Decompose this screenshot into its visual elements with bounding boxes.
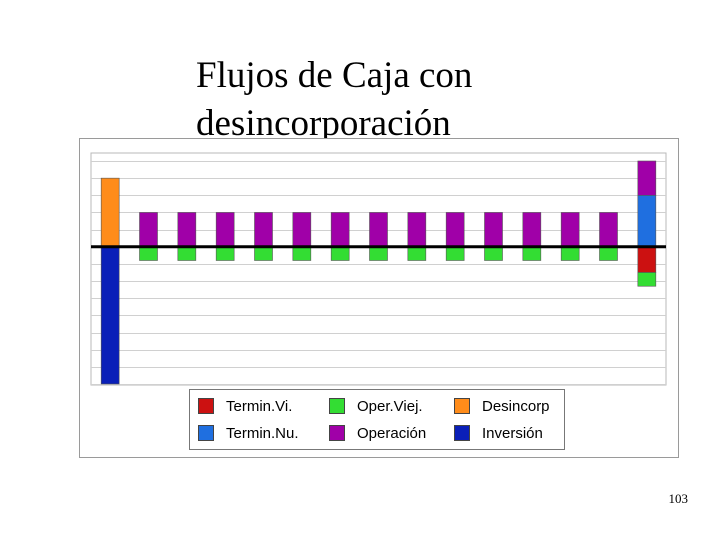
- bar-4-operacin: [254, 212, 273, 248]
- bar-11-operviej: [522, 246, 542, 261]
- bar-6-operacin: [330, 212, 350, 248]
- bar-8-operviej: [407, 246, 427, 261]
- bar-7-operacin: [369, 212, 388, 248]
- legend-label: Oper.Viej.: [357, 398, 423, 415]
- legend-swatch: [329, 398, 345, 414]
- bar-14-operviej: [637, 272, 657, 287]
- page-number: 103: [668, 491, 689, 506]
- bar-14-operacin: [637, 160, 657, 196]
- legend-swatch: [329, 425, 345, 441]
- bar-14-terminnu: [637, 195, 657, 248]
- legend-label: Desincorp: [482, 398, 550, 415]
- bar-1-operviej: [139, 246, 158, 261]
- legend-swatch: [198, 425, 214, 441]
- bar-8-operacin: [407, 212, 427, 248]
- bar-6-operviej: [330, 246, 350, 261]
- bar-4-operviej: [254, 246, 273, 261]
- bar-11-operacin: [522, 212, 542, 248]
- legend-label: Termin.Vi.: [226, 398, 293, 415]
- slide-title: Flujos de Caja con desincorporación: [196, 52, 596, 148]
- bar-5-operviej: [292, 246, 312, 261]
- legend-label: Operación: [357, 425, 427, 442]
- bar-13-operacin: [599, 212, 618, 248]
- bar-14-terminvi: [637, 246, 657, 273]
- bar-13-operviej: [599, 246, 618, 261]
- bar-7-operviej: [369, 246, 388, 261]
- bar-10-operviej: [484, 246, 503, 261]
- bar-10-operacin: [484, 212, 503, 248]
- cash-flow-chart: [90, 152, 667, 386]
- bar-1-operacin: [139, 212, 158, 248]
- bar-12-operacin: [560, 212, 580, 248]
- title-line-2: desincorporación: [196, 103, 451, 144]
- legend-swatch: [454, 398, 470, 414]
- chart-frame: [79, 138, 679, 458]
- title-line-1: Flujos de Caja con: [196, 55, 473, 96]
- legend-swatch: [198, 398, 214, 414]
- bar-2-operacin: [177, 212, 197, 248]
- bar-0-desincorp: [100, 177, 120, 248]
- chart-legend: Termin.Vi. Oper.Viej. Desincorp Termin.Nu. O…: [189, 389, 565, 450]
- legend-label: Termin.Nu.: [226, 425, 299, 442]
- bar-2-operviej: [177, 246, 197, 261]
- legend-label: Inversión: [482, 425, 543, 442]
- bar-3-operviej: [215, 246, 235, 261]
- bar-0-inversin: [100, 246, 120, 385]
- bar-9-operviej: [445, 246, 465, 261]
- bar-9-operacin: [445, 212, 465, 248]
- legend-swatch: [454, 425, 470, 441]
- bar-5-operacin: [292, 212, 312, 248]
- bar-3-operacin: [215, 212, 235, 248]
- bar-12-operviej: [560, 246, 580, 261]
